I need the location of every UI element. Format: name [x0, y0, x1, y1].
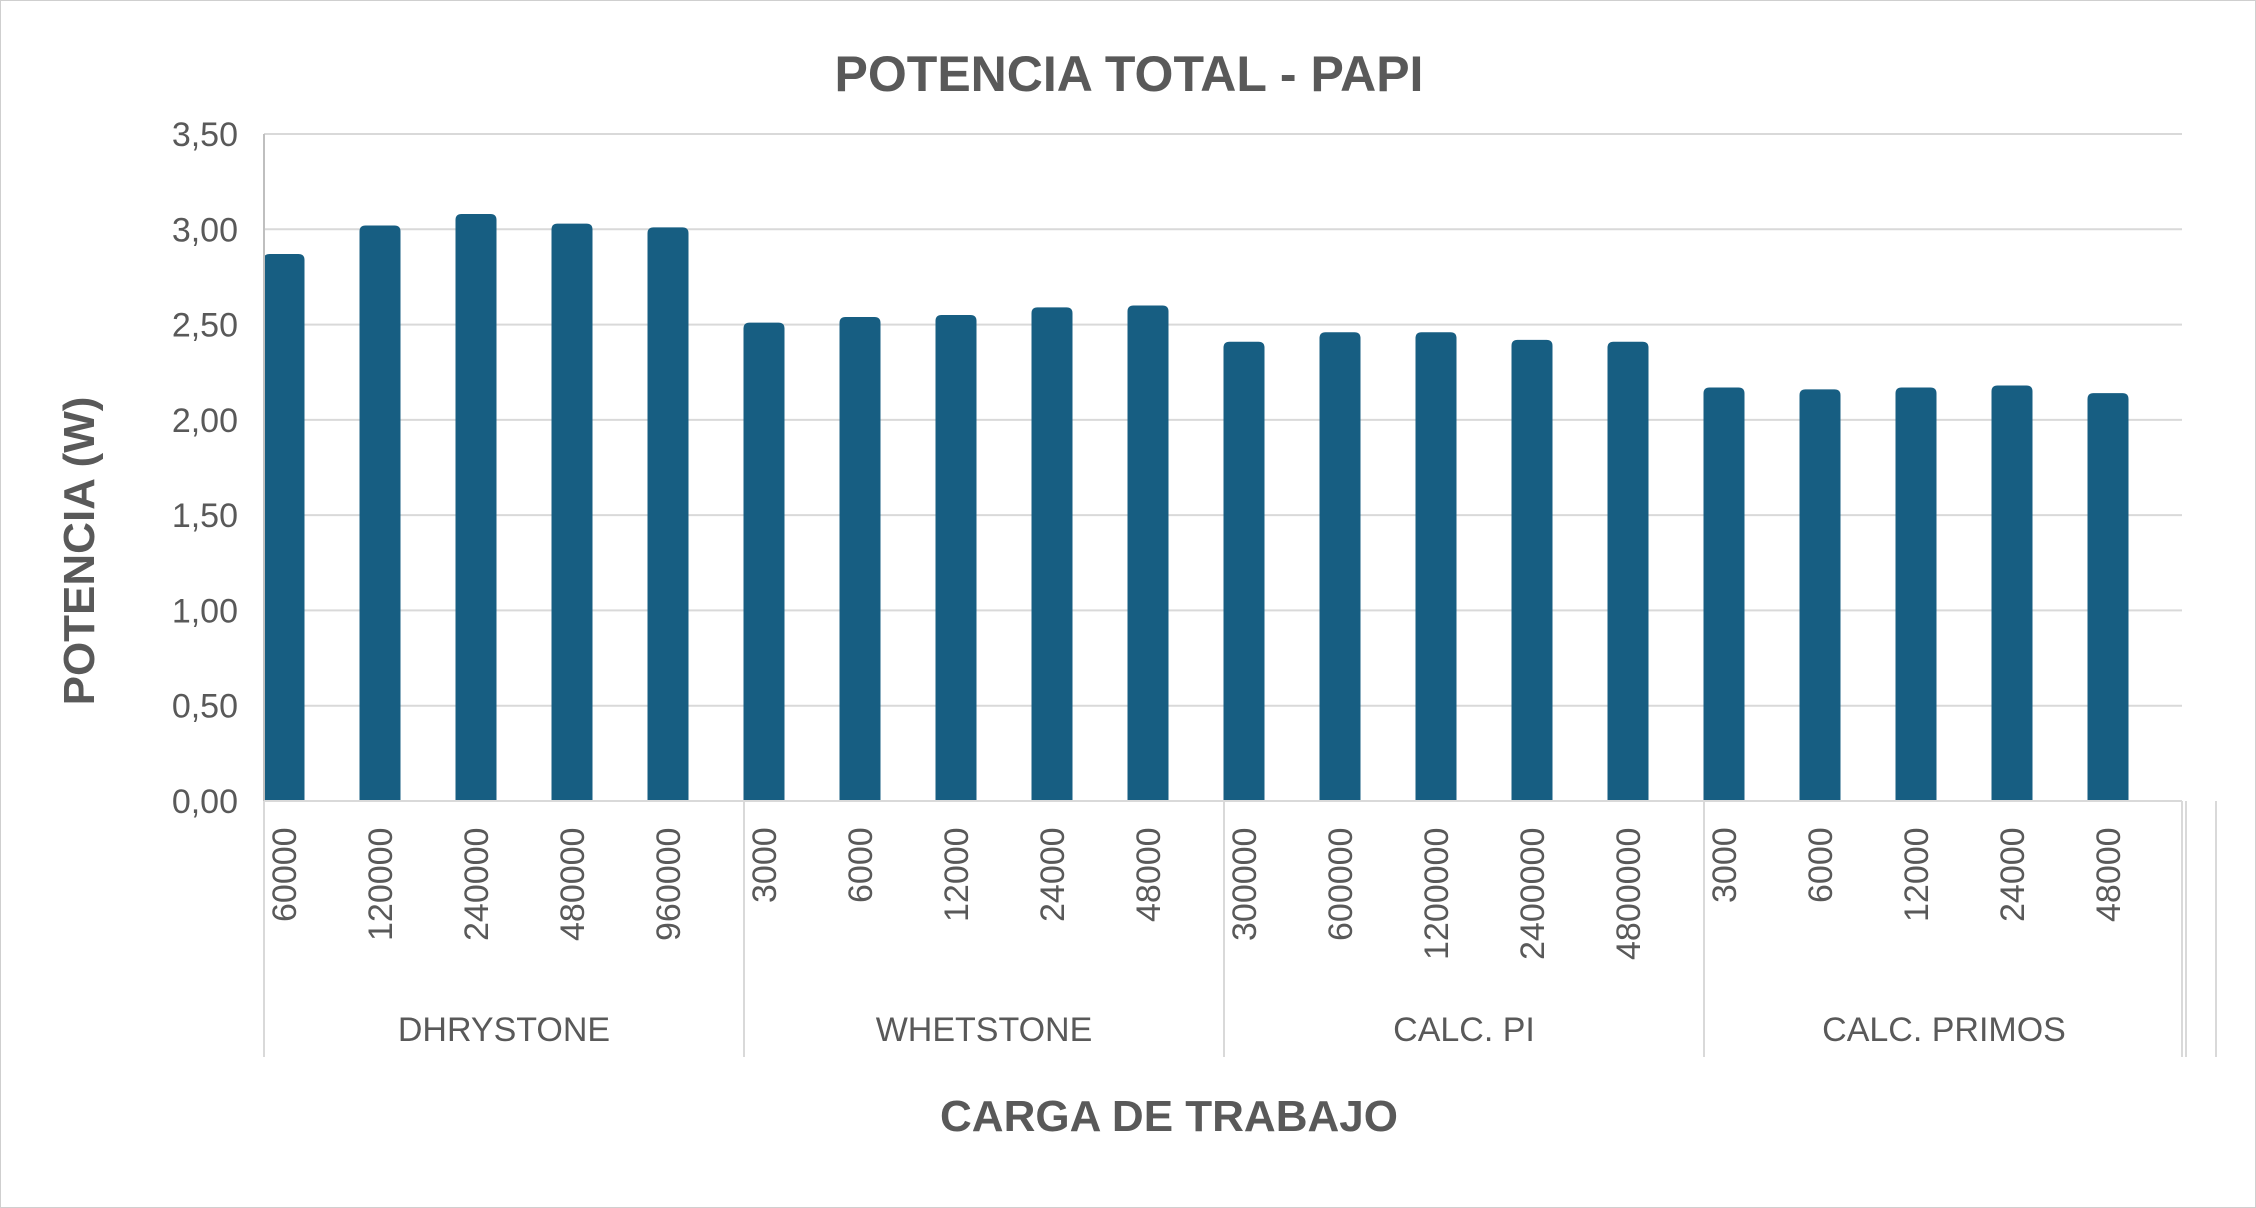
bar: [1319, 332, 1361, 801]
x-tick-label: 6000: [1802, 827, 1840, 903]
bar: [1799, 389, 1841, 801]
group-label: DHRYSTONE: [398, 1011, 610, 1049]
x-tick-label: 12000: [938, 827, 976, 922]
x-tick-label: 2400000: [1514, 828, 1552, 960]
x-tick-label: 300000: [1226, 828, 1264, 941]
x-tick-label: 3000: [746, 827, 784, 903]
x-tick-label: 12000: [1898, 827, 1936, 922]
x-tick-label: 1200000: [1418, 828, 1456, 960]
x-tick-label: 6000: [842, 827, 880, 903]
bar: [455, 214, 497, 802]
bar: [2087, 393, 2129, 801]
bar: [647, 227, 689, 801]
group-label: WHETSTONE: [876, 1011, 1093, 1049]
bar: [359, 225, 401, 801]
bar: [1511, 339, 1553, 801]
axes: [263, 134, 2217, 1057]
bar: [1415, 332, 1457, 801]
x-tick-label: 240000: [458, 828, 496, 941]
y-tick-label: 2,00: [172, 402, 238, 440]
x-tick-label: 600000: [1322, 828, 1360, 941]
x-axis-title: CARGA DE TRABAJO: [940, 1092, 1398, 1141]
bar: [935, 315, 977, 801]
x-tick-label: 48000: [2090, 827, 2128, 922]
bar: [551, 223, 593, 801]
x-tick-label: 24000: [1034, 827, 1072, 922]
bar: [1223, 341, 1265, 801]
y-tick-label: 0,00: [172, 783, 238, 821]
group-label: CALC. PI: [1393, 1011, 1535, 1049]
x-tick-label: 960000: [650, 828, 688, 941]
bars: [263, 214, 2129, 802]
group-label: CALC. PRIMOS: [1822, 1011, 2066, 1049]
x-tick-label: 120000: [362, 828, 400, 941]
bar: [1991, 385, 2033, 801]
chart-title: POTENCIA TOTAL - PAPI: [835, 46, 1424, 102]
y-tick-label: 3,00: [172, 211, 238, 249]
labels: 0,00 0,50 1,00 1,50 2,00 2,50 3,00 3,50 60000 120…: [172, 116, 2128, 1049]
y-axis-title: POTENCIA (W): [55, 397, 104, 706]
y-tick-label: 3,50: [172, 116, 238, 154]
x-tick-label: 4800000: [1610, 828, 1648, 960]
x-tick-label: 3000: [1706, 827, 1744, 903]
x-tick-label: 60000: [266, 827, 304, 922]
x-tick-label: 48000: [1130, 827, 1168, 922]
bar: [743, 322, 785, 801]
bar: [1127, 305, 1169, 801]
y-tick-label: 1,50: [172, 497, 238, 535]
bar: [1607, 341, 1649, 801]
bar: [263, 254, 305, 801]
y-tick-label: 1,00: [172, 592, 238, 630]
bar: [1031, 307, 1073, 801]
y-tick-label: 2,50: [172, 307, 238, 345]
y-tick-label: 0,50: [172, 688, 238, 726]
bar: [839, 316, 881, 801]
x-tick-label: 480000: [554, 828, 592, 941]
x-tick-label: 24000: [1994, 827, 2032, 922]
bar: [1895, 387, 1937, 801]
bar: [1703, 387, 1745, 801]
